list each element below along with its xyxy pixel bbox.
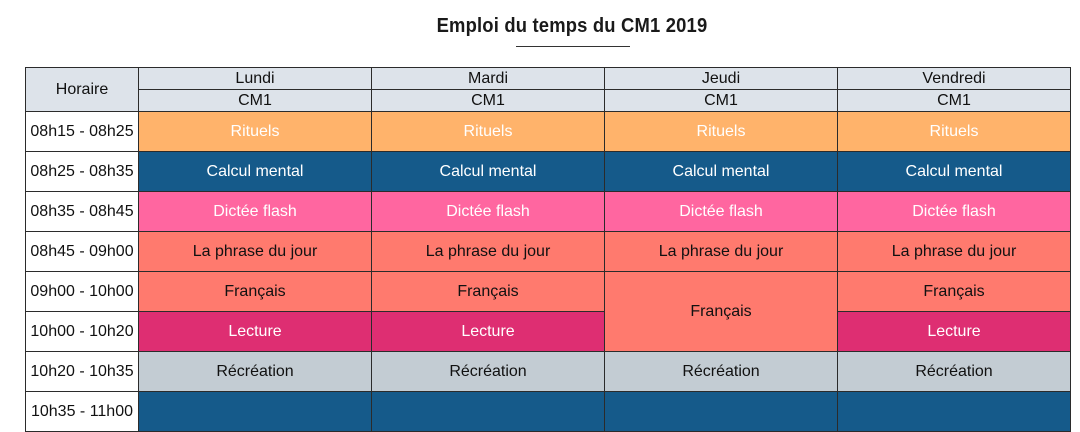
table-row: 08h35 - 08h45 Dictée flash Dictée flash …	[25, 191, 1071, 232]
cell-phrase-du-jour: La phrase du jour	[837, 231, 1071, 272]
time-slot: 08h25 - 08h35	[25, 151, 139, 192]
table-cell	[138, 391, 372, 432]
page-title: Emploi du temps du CM1 2019	[436, 15, 708, 37]
cell-dictee-flash: Dictée flash	[604, 191, 838, 232]
cell-calcul-mental: Calcul mental	[837, 151, 1071, 192]
cell-francais: Français	[604, 271, 838, 352]
cell-recreation: Récréation	[837, 351, 1071, 392]
header-day-jeudi: Jeudi	[604, 67, 838, 90]
cell-lecture: Lecture	[837, 311, 1071, 352]
time-slot: 08h15 - 08h25	[25, 111, 139, 152]
cell-dictee-flash: Dictée flash	[371, 191, 605, 232]
header-horaire: Horaire	[25, 67, 139, 112]
header-class-mardi: CM1	[371, 89, 605, 112]
cell-recreation: Récréation	[138, 351, 372, 392]
title-underline	[516, 46, 630, 47]
cell-phrase-du-jour: La phrase du jour	[138, 231, 372, 272]
time-slot: 10h20 - 10h35	[25, 351, 139, 392]
table-row: 10h20 - 10h35 Récréation Récréation Récr…	[25, 351, 1071, 392]
cell-calcul-mental: Calcul mental	[371, 151, 605, 192]
cell-calcul-mental: Calcul mental	[138, 151, 372, 192]
cell-phrase-du-jour: La phrase du jour	[604, 231, 838, 272]
cell-dictee-flash: Dictée flash	[138, 191, 372, 232]
table-cell	[837, 391, 1071, 432]
table-cell	[371, 391, 605, 432]
cell-recreation: Récréation	[604, 351, 838, 392]
header-class-lundi: CM1	[138, 89, 372, 112]
cell-calcul-mental: Calcul mental	[604, 151, 838, 192]
time-slot: 10h00 - 10h20	[25, 311, 139, 352]
table-row: 09h00 - 10h00 Français Français Français…	[25, 271, 1071, 352]
cell-rituels: Rituels	[837, 111, 1071, 152]
table-row: 10h00 - 10h20 Lecture Lecture Lecture	[25, 311, 1071, 352]
time-slot: 10h35 - 11h00	[25, 391, 139, 432]
cell-dictee-flash: Dictée flash	[837, 191, 1071, 232]
time-slot: 09h00 - 10h00	[25, 271, 139, 312]
cell-rituels: Rituels	[371, 111, 605, 152]
cell-francais: Français	[371, 271, 605, 312]
header-day-mardi: Mardi	[371, 67, 605, 90]
time-slot: 08h35 - 08h45	[25, 191, 139, 232]
cell-phrase-du-jour: La phrase du jour	[371, 231, 605, 272]
table-row: 10h35 - 11h00	[25, 391, 1071, 432]
table-row: 08h25 - 08h35 Calcul mental Calcul menta…	[25, 151, 1071, 192]
time-slot: 08h45 - 09h00	[25, 231, 139, 272]
header-day-lundi: Lundi	[138, 67, 372, 90]
header-class-vendredi: CM1	[837, 89, 1071, 112]
cell-lecture: Lecture	[371, 311, 605, 352]
table-cell	[604, 391, 838, 432]
table-row: 08h15 - 08h25 Rituels Rituels Rituels Ri…	[25, 111, 1071, 152]
cell-lecture: Lecture	[138, 311, 372, 352]
header-day-vendredi: Vendredi	[837, 67, 1071, 90]
cell-rituels: Rituels	[604, 111, 838, 152]
timetable: Horaire Lundi Mardi Jeudi Vendredi CM1 C…	[25, 67, 1071, 432]
cell-rituels: Rituels	[138, 111, 372, 152]
cell-recreation: Récréation	[371, 351, 605, 392]
table-row: 08h45 - 09h00 La phrase du jour La phras…	[25, 231, 1071, 272]
cell-francais: Français	[138, 271, 372, 312]
cell-francais: Français	[837, 271, 1071, 312]
header-class-jeudi: CM1	[604, 89, 838, 112]
